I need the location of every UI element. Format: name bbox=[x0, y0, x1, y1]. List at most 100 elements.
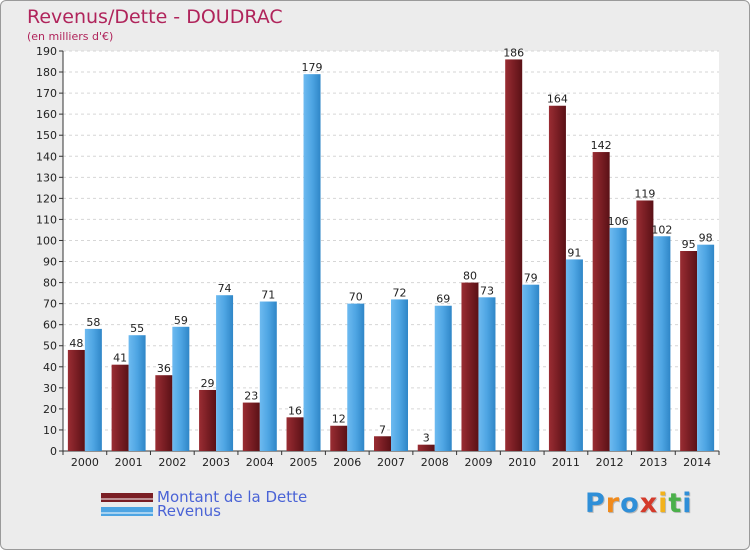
data-label-revenue: 70 bbox=[349, 291, 363, 304]
bar-revenue bbox=[259, 301, 277, 451]
x-tick-label: 2002 bbox=[158, 456, 186, 469]
data-label-debt: 12 bbox=[332, 413, 346, 426]
data-label-debt: 7 bbox=[379, 423, 386, 436]
x-tick-label: 2008 bbox=[421, 456, 449, 469]
data-label-revenue: 106 bbox=[608, 215, 629, 228]
data-label-debt: 119 bbox=[634, 187, 655, 200]
chart-subtitle: (en milliers d'€) bbox=[27, 30, 114, 43]
x-tick-label: 2000 bbox=[71, 456, 99, 469]
logo-letter: t bbox=[668, 488, 683, 519]
data-label-debt: 3 bbox=[423, 432, 430, 445]
data-label-debt: 186 bbox=[503, 46, 524, 59]
logo-letter: i bbox=[658, 488, 669, 519]
x-tick-label: 2001 bbox=[115, 456, 143, 469]
bar-revenue bbox=[653, 236, 671, 451]
chart-title: Revenus/Dette - DOUDRAC bbox=[27, 6, 283, 28]
data-label-debt: 95 bbox=[682, 238, 696, 251]
legend-swatch-revenue bbox=[101, 506, 153, 516]
bar-debt bbox=[592, 152, 610, 452]
bar-revenue bbox=[697, 244, 715, 451]
y-tick-label: 140 bbox=[36, 150, 57, 163]
y-tick-label: 170 bbox=[36, 87, 57, 100]
data-label-debt: 142 bbox=[591, 139, 612, 152]
y-tick-label: 10 bbox=[43, 424, 57, 437]
y-tick-label: 160 bbox=[36, 108, 57, 121]
logo-letter: P bbox=[585, 488, 606, 519]
legend-label-revenue: Revenus bbox=[157, 502, 221, 520]
data-label-revenue: 91 bbox=[567, 246, 581, 259]
bar-debt bbox=[505, 59, 523, 451]
logo-letter: x bbox=[639, 488, 659, 519]
legend-label-debt: Montant de la Dette bbox=[157, 488, 308, 506]
bar-revenue bbox=[172, 326, 190, 451]
y-tick-label: 180 bbox=[36, 66, 57, 79]
data-label-revenue: 71 bbox=[261, 289, 275, 302]
data-label-revenue: 58 bbox=[86, 316, 100, 329]
data-label-revenue: 102 bbox=[651, 223, 672, 236]
data-label-revenue: 55 bbox=[130, 322, 144, 335]
data-label-debt: 16 bbox=[288, 404, 302, 417]
data-label-revenue: 74 bbox=[218, 282, 232, 295]
data-label-debt: 23 bbox=[244, 390, 258, 403]
x-tick-label: 2011 bbox=[552, 456, 580, 469]
y-tick-label: 20 bbox=[43, 403, 57, 416]
bar-debt bbox=[461, 282, 479, 451]
x-tick-label: 2014 bbox=[683, 456, 711, 469]
data-label-revenue: 73 bbox=[480, 284, 494, 297]
y-tick-label: 150 bbox=[36, 129, 57, 142]
data-label-revenue: 72 bbox=[393, 286, 407, 299]
y-tick-label: 30 bbox=[43, 382, 57, 395]
bar-revenue bbox=[565, 259, 583, 451]
data-label-debt: 80 bbox=[463, 270, 477, 283]
bar-debt bbox=[111, 364, 129, 451]
bar-revenue bbox=[216, 295, 234, 451]
bar-revenue bbox=[391, 299, 408, 451]
y-tick-label: 120 bbox=[36, 192, 57, 205]
data-label-revenue: 79 bbox=[524, 272, 538, 285]
y-tick-label: 130 bbox=[36, 171, 57, 184]
y-tick-label: 110 bbox=[36, 213, 57, 226]
data-label-debt: 164 bbox=[547, 93, 568, 106]
y-tick-label: 80 bbox=[43, 277, 57, 290]
logo-letter: o bbox=[620, 488, 640, 519]
bar-debt bbox=[242, 402, 260, 451]
data-label-debt: 48 bbox=[69, 337, 83, 350]
bar-revenue bbox=[303, 74, 321, 451]
x-tick-label: 2006 bbox=[333, 456, 361, 469]
bar-debt bbox=[67, 349, 85, 451]
x-tick-label: 2010 bbox=[508, 456, 536, 469]
bar-debt bbox=[374, 436, 391, 451]
data-label-revenue: 69 bbox=[436, 293, 450, 306]
bar-revenue bbox=[434, 305, 452, 451]
bar-debt bbox=[286, 417, 304, 451]
data-label-debt: 29 bbox=[201, 377, 215, 390]
logo-letter: r bbox=[605, 488, 621, 519]
y-tick-label: 60 bbox=[43, 319, 57, 332]
proxiti-logo: Proxiti bbox=[585, 488, 693, 519]
bar-revenue bbox=[522, 284, 540, 451]
logo-letter: i bbox=[682, 488, 693, 519]
legend-item-debt: Montant de la Dette bbox=[101, 488, 307, 506]
bar-revenue bbox=[84, 328, 102, 451]
data-label-revenue: 59 bbox=[174, 314, 188, 327]
legend-item-revenue: Revenus bbox=[101, 502, 221, 520]
x-tick-label: 2003 bbox=[202, 456, 230, 469]
bar-revenue bbox=[478, 297, 496, 451]
y-tick-label: 50 bbox=[43, 340, 57, 353]
x-tick-label: 2004 bbox=[246, 456, 274, 469]
bar-debt bbox=[636, 200, 654, 451]
x-tick-label: 2012 bbox=[596, 456, 624, 469]
data-label-revenue: 179 bbox=[302, 61, 323, 74]
x-tick-label: 2005 bbox=[290, 456, 318, 469]
y-tick-label: 0 bbox=[50, 445, 57, 458]
bar-debt bbox=[155, 375, 173, 451]
bar-debt bbox=[680, 251, 698, 451]
x-tick-label: 2007 bbox=[377, 456, 405, 469]
bar-revenue bbox=[128, 335, 146, 451]
bar-revenue bbox=[609, 227, 627, 451]
bar-debt bbox=[199, 389, 217, 451]
bar-debt bbox=[548, 105, 566, 451]
y-tick-label: 100 bbox=[36, 234, 57, 247]
